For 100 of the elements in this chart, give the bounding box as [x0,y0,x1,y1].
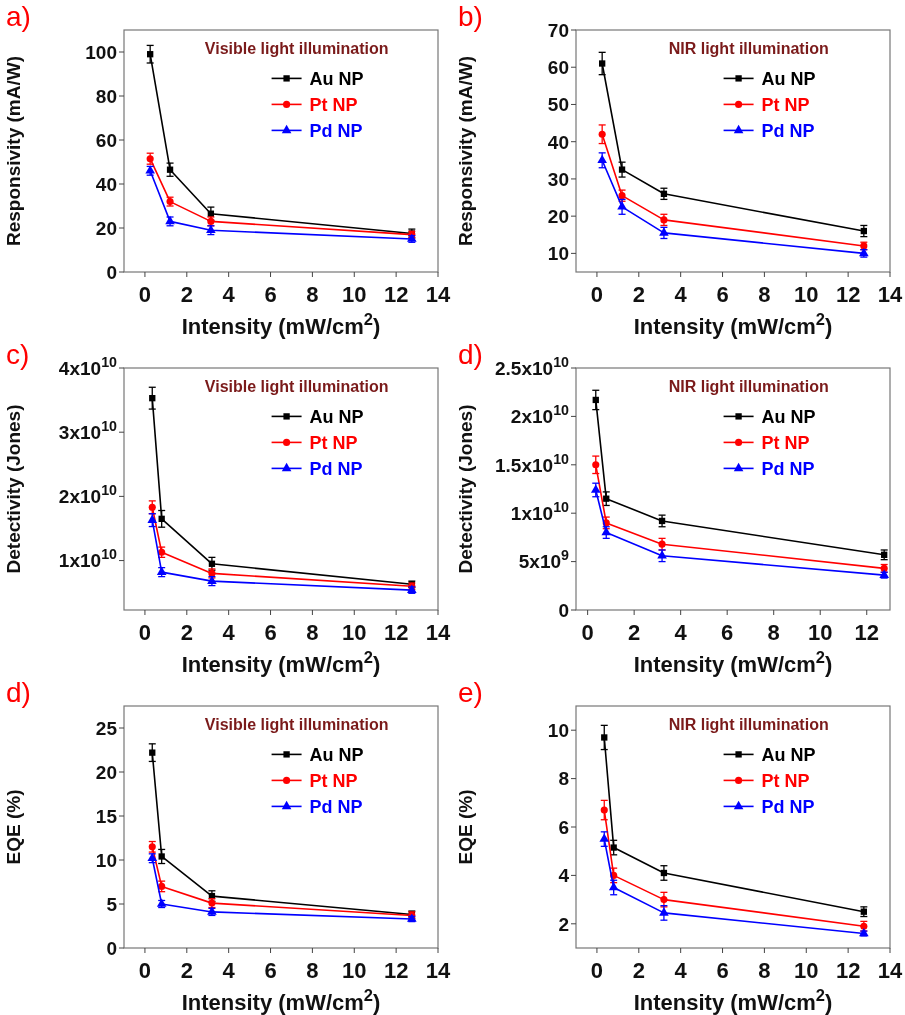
y-tick-label: 3x10$^{10}$ [58,418,118,444]
y-tick-label: 0 [558,599,569,621]
x-tick-label: 4 [222,282,236,307]
x-tick-label: 2 [180,282,193,307]
legend-label: Au NP [309,406,364,427]
legend-label: Au NP [761,744,816,765]
x-tick-label: 10 [794,958,819,983]
y-tick-label: 5 [106,893,118,915]
legend-label: Pd NP [761,458,815,479]
x-tick-label: 2 [632,958,645,983]
chart-title: b) [458,1,483,32]
legend-label: Pt NP [761,770,810,791]
y-tick-label: 2x10$^{10}$ [58,482,118,508]
chart-title: d) [6,677,31,708]
y-tick-label: 40 [95,173,117,195]
y-tick-label: 1.5x10$^{10}$ [495,450,570,476]
y-tick-label: 50 [547,94,569,116]
legend-label: Pt NP [309,770,358,791]
legend-label: Pt NP [309,432,358,453]
legend-label: Pd NP [309,458,363,479]
y-tick-label: 25 [95,717,118,739]
legend-label: Pd NP [309,796,363,817]
x-tick-label: 8 [306,958,319,983]
x-tick-label: 14 [425,620,451,645]
y-tick-label: 2.5x10$^{10}$ [495,353,570,379]
y-tick-label: 30 [547,168,569,190]
x-tick-label: 2 [632,282,645,307]
x-tick-label: 2 [180,620,193,645]
x-tick-label: 14 [425,958,451,983]
y-axis-title: Responsivity (mA/W) [3,55,24,247]
y-tick-label: 6 [558,816,569,838]
x-tick-label: 4 [222,958,236,983]
x-tick-label: 14 [425,282,451,307]
y-tick-label: 4 [558,865,570,887]
y-tick-label: 1x10$^{10}$ [58,546,118,572]
y-axis-title: Detectivity (Jones) [455,404,476,574]
x-tick-label: 8 [306,620,319,645]
x-tick-label: 12 [383,282,409,307]
x-tick-label: 8 [758,282,771,307]
y-axis-title: Responsivity (mA/W) [455,55,476,247]
y-tick-label: 60 [547,57,569,79]
annotation: Visible light illumination [204,378,389,395]
x-tick-label: 0 [138,958,152,983]
y-tick-label: 100 [85,41,117,63]
x-axis-title: Intensity (mW/cm$^{2}$) [181,310,381,339]
x-axis-title: Intensity (mW/cm$^{2}$) [181,986,381,1015]
x-tick-label: 4 [674,620,688,645]
x-axis-title: Intensity (mW/cm$^{2}$) [181,648,381,677]
x-tick-label: 6 [721,620,734,645]
x-tick-label: 12 [383,958,409,983]
x-tick-label: 0 [138,620,152,645]
x-tick-label: 10 [342,620,367,645]
legend-label: Pt NP [309,94,358,115]
x-tick-label: 4 [674,282,688,307]
x-tick-label: 12 [835,282,861,307]
annotation: NIR light illumination [668,378,829,395]
x-tick-label: 14 [877,958,903,983]
legend-label: Au NP [309,744,364,765]
chart-title: d) [458,339,483,370]
annotation: NIR light illumination [668,40,829,57]
y-tick-label: 2 [558,913,569,935]
y-tick-label: 80 [95,85,117,107]
x-tick-label: 2 [628,620,641,645]
legend-label: Pd NP [761,796,815,817]
y-axis-title: EQE (%) [455,789,476,865]
x-axis-title: Intensity (mW/cm$^{2}$) [633,986,833,1015]
legend-label: Au NP [309,68,364,89]
y-tick-label: 10 [547,720,569,742]
legend-label: Pt NP [761,432,810,453]
x-tick-label: 0 [581,620,594,645]
y-axis-title: Detectivity (Jones) [3,404,24,574]
y-axis-title: EQE (%) [3,789,24,865]
x-tick-label: 12 [854,620,879,645]
x-tick-label: 0 [590,958,604,983]
legend-label: Au NP [761,68,816,89]
y-tick-label: 8 [558,768,569,790]
annotation: Visible light illumination [204,716,389,733]
x-tick-label: 6 [716,282,729,307]
x-tick-label: 8 [306,282,319,307]
y-tick-label: 4x10$^{10}$ [58,353,118,379]
y-tick-label: 20 [95,761,117,783]
legend-label: Pt NP [761,94,810,115]
x-tick-label: 12 [383,620,409,645]
x-tick-label: 0 [138,282,152,307]
chart-title: e) [458,677,483,708]
legend-label: Pd NP [761,120,815,141]
annotation: Visible light illumination [204,40,389,57]
y-tick-label: 60 [95,129,117,151]
x-tick-label: 6 [264,620,277,645]
legend-label: Au NP [761,406,816,427]
y-tick-label: 5x10$^{9}$ [518,547,570,573]
y-tick-label: 1x10$^{10}$ [510,499,570,525]
y-tick-label: 0 [106,937,117,959]
x-tick-label: 10 [794,282,819,307]
x-tick-label: 4 [674,958,688,983]
y-tick-label: 10 [95,849,117,871]
x-axis-title: Intensity (mW/cm$^{2}$) [633,648,833,677]
chart-title: a) [6,1,31,32]
x-tick-label: 4 [222,620,236,645]
chart-title: c) [6,339,30,370]
